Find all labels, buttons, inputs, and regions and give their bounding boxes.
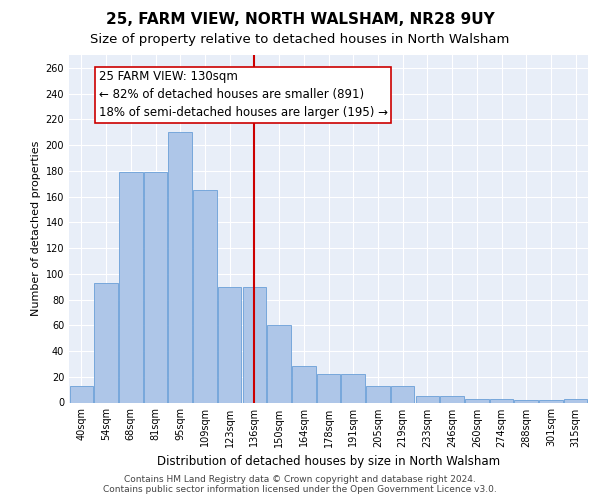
Bar (416, 396, 439, 402)
Text: Size of property relative to detached houses in North Walsham: Size of property relative to detached ho… (91, 32, 509, 46)
Bar (218, 286, 241, 403)
Bar (490, 398, 513, 402)
Bar (144, 172, 167, 402)
Text: Contains public sector information licensed under the Open Government Licence v3: Contains public sector information licen… (103, 484, 497, 494)
Bar (317, 374, 340, 402)
Bar (119, 172, 143, 402)
Text: 25, FARM VIEW, NORTH WALSHAM, NR28 9UY: 25, FARM VIEW, NORTH WALSHAM, NR28 9UY (106, 12, 494, 28)
Bar (94, 283, 118, 403)
Bar (391, 386, 415, 402)
Bar (268, 326, 291, 402)
Bar (292, 366, 316, 402)
Bar (465, 398, 488, 402)
Bar (193, 190, 217, 402)
Bar (242, 286, 266, 403)
Bar (514, 400, 538, 402)
X-axis label: Distribution of detached houses by size in North Walsham: Distribution of detached houses by size … (157, 455, 500, 468)
Text: 25 FARM VIEW: 130sqm
← 82% of detached houses are smaller (891)
18% of semi-deta: 25 FARM VIEW: 130sqm ← 82% of detached h… (98, 70, 388, 120)
Y-axis label: Number of detached properties: Number of detached properties (31, 141, 41, 316)
Bar (341, 374, 365, 402)
Bar (440, 396, 464, 402)
Bar (366, 386, 389, 402)
Bar (169, 132, 192, 402)
Bar (564, 398, 587, 402)
Text: Contains HM Land Registry data © Crown copyright and database right 2024.: Contains HM Land Registry data © Crown c… (124, 475, 476, 484)
Bar (70, 386, 93, 402)
Bar (539, 400, 563, 402)
